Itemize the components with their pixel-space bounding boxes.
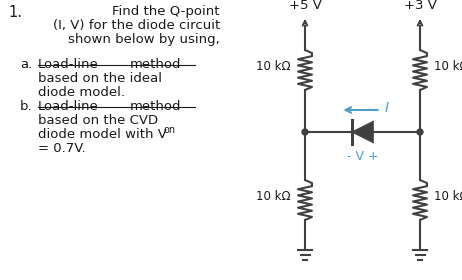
Text: based on the ideal: based on the ideal — [38, 72, 162, 85]
Text: 1.: 1. — [8, 5, 22, 20]
Text: b.: b. — [20, 100, 33, 113]
Circle shape — [302, 129, 308, 135]
Text: (I, V) for the diode circuit: (I, V) for the diode circuit — [53, 19, 220, 32]
Text: method: method — [130, 100, 182, 113]
Text: +5 V: +5 V — [289, 0, 322, 12]
Text: method: method — [130, 58, 182, 71]
Text: diode model with V: diode model with V — [38, 128, 167, 141]
Text: I: I — [384, 101, 389, 115]
Text: +3 V: +3 V — [404, 0, 437, 12]
Text: on: on — [163, 125, 175, 135]
Text: a.: a. — [20, 58, 32, 71]
Text: 10 kΩ: 10 kΩ — [434, 190, 462, 202]
Text: diode model.: diode model. — [38, 86, 125, 99]
Text: 10 kΩ: 10 kΩ — [434, 60, 462, 73]
Text: 10 kΩ: 10 kΩ — [256, 190, 291, 202]
Text: Load-line: Load-line — [38, 58, 99, 71]
Text: = 0.7V.: = 0.7V. — [38, 142, 86, 155]
Text: - V +: - V + — [346, 150, 378, 163]
Text: 10 kΩ: 10 kΩ — [256, 60, 291, 73]
Text: Find the Q-point: Find the Q-point — [113, 5, 220, 18]
Text: Load-line: Load-line — [38, 100, 99, 113]
Text: based on the CVD: based on the CVD — [38, 114, 158, 127]
Circle shape — [417, 129, 423, 135]
Text: shown below by using,: shown below by using, — [68, 33, 220, 46]
Polygon shape — [352, 121, 373, 143]
